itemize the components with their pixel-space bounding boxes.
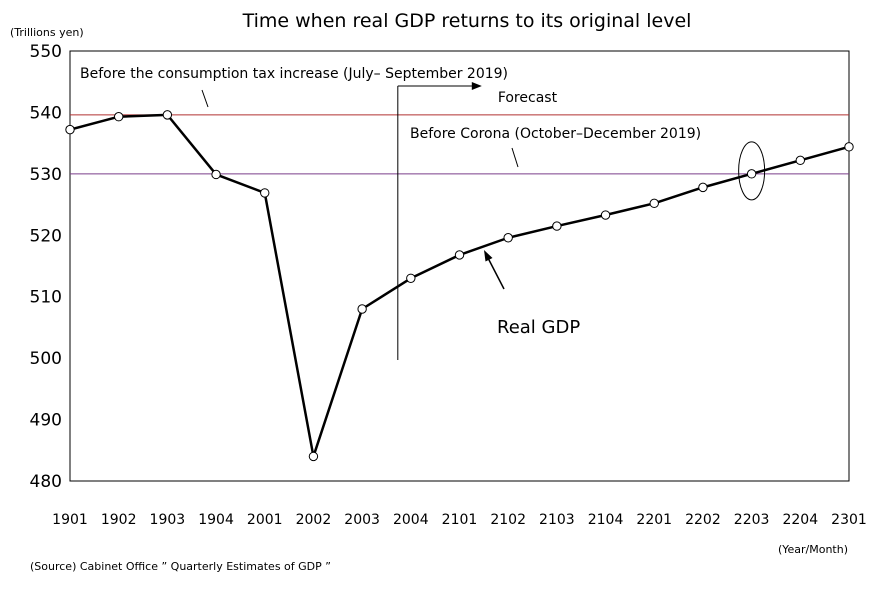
y-tick-label: 510 bbox=[30, 288, 62, 308]
x-tick-label: 2103 bbox=[539, 512, 575, 528]
data-point bbox=[308, 451, 319, 462]
forecast-arrow-head bbox=[471, 82, 482, 90]
plot-area bbox=[69, 50, 850, 482]
reference-label-leader bbox=[201, 89, 209, 108]
data-point bbox=[552, 221, 562, 231]
data-point bbox=[357, 304, 367, 314]
data-point bbox=[113, 112, 124, 122]
data-point bbox=[698, 182, 708, 193]
forecast-label: Forecast bbox=[498, 90, 558, 106]
data-point bbox=[65, 124, 75, 135]
x-tick-label: 2001 bbox=[247, 512, 283, 528]
x-axis-ticks: 1901 1902 1903 1904 2001 2002 2003 2004 2101 2102… bbox=[52, 512, 867, 528]
x-tick-label: 1902 bbox=[101, 512, 137, 528]
data-point bbox=[162, 110, 173, 120]
x-tick-label: 2203 bbox=[734, 512, 770, 528]
data-point bbox=[211, 169, 221, 180]
data-point bbox=[649, 198, 659, 209]
y-tick-label: 500 bbox=[30, 349, 62, 369]
data-point bbox=[600, 210, 611, 220]
source-note: (Source) Cabinet Office ” Quarterly Esti… bbox=[30, 560, 331, 573]
x-tick-label: 2102 bbox=[490, 512, 526, 528]
forecast-marker: Forecast bbox=[397, 82, 558, 360]
x-tick-label: 2004 bbox=[393, 512, 429, 528]
x-tick-label: 2003 bbox=[344, 512, 380, 528]
x-tick-label: 1904 bbox=[198, 512, 234, 528]
series-label-arrow-head bbox=[484, 250, 493, 262]
y-axis-ticks: 480 490 500 510 520 530 540 550 bbox=[30, 42, 62, 492]
data-point bbox=[844, 142, 854, 152]
real-gdp-series bbox=[65, 110, 854, 462]
y-tick-label: 490 bbox=[30, 411, 62, 431]
x-tick-label: 2202 bbox=[685, 512, 721, 528]
series-label: Real GDP bbox=[497, 317, 580, 338]
x-tick-label: 2002 bbox=[296, 512, 332, 528]
data-point bbox=[406, 273, 416, 283]
data-point bbox=[260, 188, 270, 198]
x-tick-label: 2104 bbox=[588, 512, 624, 528]
x-tick-label: 2301 bbox=[831, 512, 867, 528]
reference-lines: Before the consumption tax increase (Jul… bbox=[70, 66, 849, 175]
x-tick-label: 2201 bbox=[636, 512, 672, 528]
y-axis-label: (Trillions yen) bbox=[10, 26, 84, 39]
x-axis-label: (Year/Month) bbox=[778, 543, 848, 556]
reference-line-label: Before the consumption tax increase (Jul… bbox=[80, 66, 508, 82]
y-tick-label: 540 bbox=[30, 103, 62, 123]
x-tick-label: 1903 bbox=[150, 512, 186, 528]
y-tick-label: 530 bbox=[30, 165, 62, 185]
reference-label-leader bbox=[511, 147, 519, 168]
y-tick-label: 550 bbox=[30, 42, 62, 62]
series-line bbox=[69, 113, 850, 458]
y-tick-label: 480 bbox=[30, 472, 62, 492]
data-point bbox=[503, 233, 513, 243]
data-point bbox=[795, 155, 806, 166]
series-label-arrow-shaft bbox=[487, 257, 505, 290]
x-tick-label: 2101 bbox=[442, 512, 478, 528]
chart-title: Time when real GDP returns to its origin… bbox=[242, 10, 692, 32]
annotations: Real GDP bbox=[484, 141, 766, 338]
y-tick-label: 520 bbox=[30, 226, 62, 246]
reference-line-label: Before Corona (October–December 2019) bbox=[410, 126, 701, 142]
x-tick-label: 1901 bbox=[52, 512, 88, 528]
highlight-ellipse bbox=[738, 141, 766, 201]
data-point bbox=[746, 169, 757, 179]
x-tick-label: 2204 bbox=[782, 512, 818, 528]
data-point bbox=[454, 250, 465, 260]
